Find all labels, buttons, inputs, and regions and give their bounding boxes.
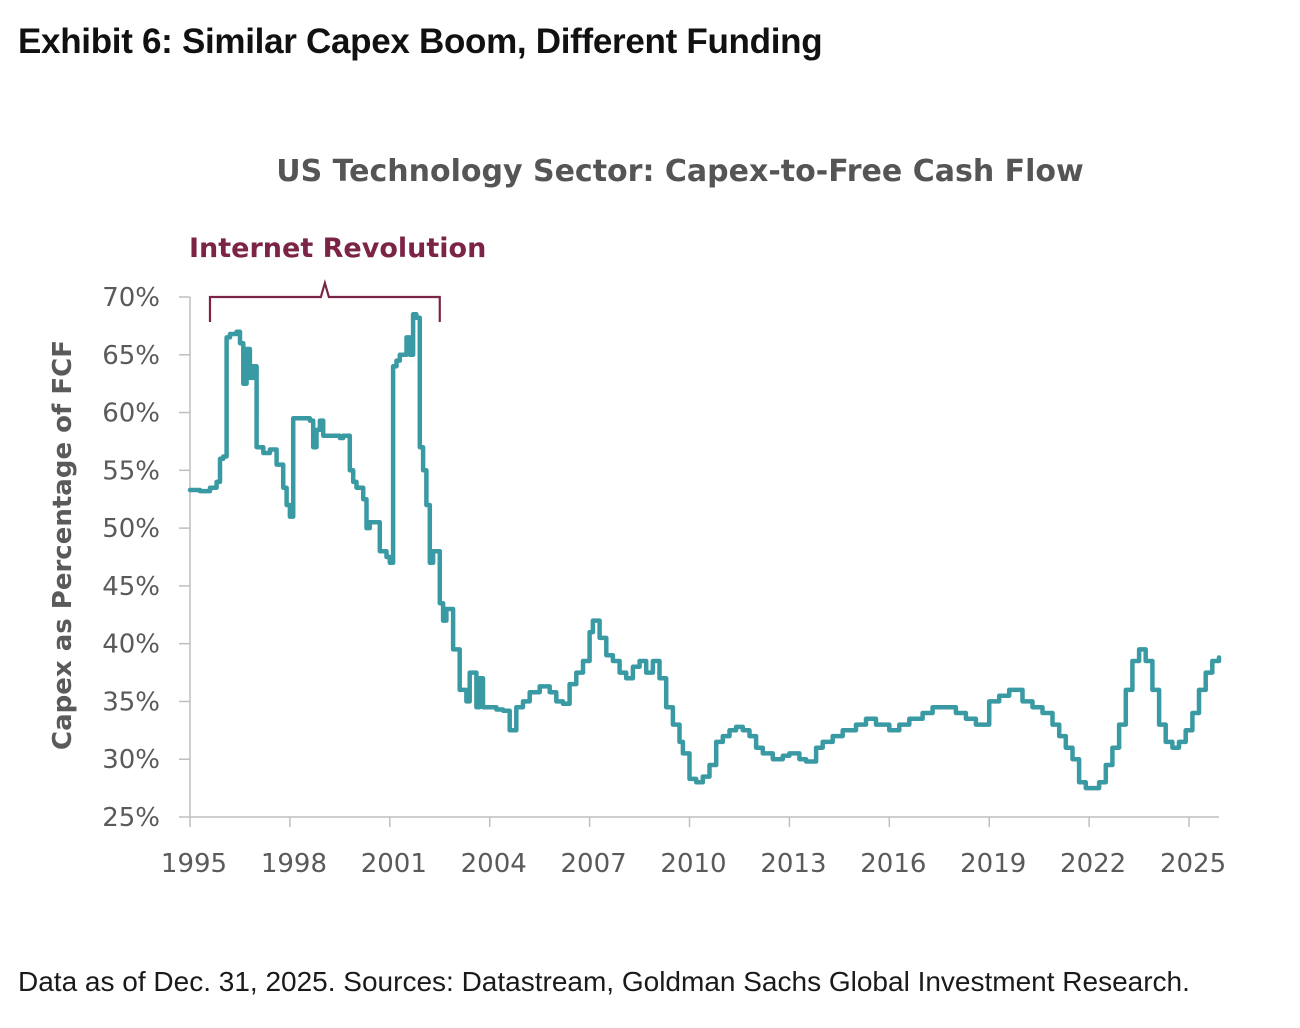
y-tick-label: 65% xyxy=(102,341,160,371)
y-tick-label: 50% xyxy=(102,514,160,544)
y-tick-label: 70% xyxy=(102,283,160,313)
x-tick-label: 1995 xyxy=(161,849,227,879)
exhibit-title: Exhibit 6: Similar Capex Boom, Different… xyxy=(18,22,823,61)
y-tick-label: 40% xyxy=(102,630,160,660)
chart-title: US Technology Sector: Capex-to-Free Cash… xyxy=(276,154,1083,189)
x-tick-label: 2025 xyxy=(1160,849,1226,879)
annotation-label: Internet Revolution xyxy=(189,233,486,264)
x-tick-label: 2007 xyxy=(561,849,627,879)
y-axis-ticks: 25% 30% 35% 40% 45% 50% 55% 60% 65% 70% xyxy=(102,283,190,833)
y-tick-label: 35% xyxy=(102,687,160,717)
y-axis-label: Capex as Percentage of FCF xyxy=(48,340,78,750)
x-tick-label: 2016 xyxy=(860,849,926,879)
y-tick-label: 45% xyxy=(102,572,160,602)
x-tick-label: 2022 xyxy=(1060,849,1126,879)
x-tick-label: 1998 xyxy=(261,849,327,879)
y-tick-label: 55% xyxy=(102,456,160,486)
y-tick-label: 25% xyxy=(102,803,160,833)
internet-revolution-bracket xyxy=(208,278,441,322)
x-tick-label: 2004 xyxy=(461,849,527,879)
x-tick-label: 2019 xyxy=(960,849,1026,879)
source-footnote: Data as of Dec. 31, 2025. Sources: Datas… xyxy=(18,966,1190,997)
annotations: Internet Revolution xyxy=(189,233,486,322)
y-tick-label: 60% xyxy=(102,399,160,429)
x-axis-ticks: 1995 1998 2001 2004 2007 2010 2013 2016 2019 2022… xyxy=(161,817,1226,879)
x-tick-label: 2001 xyxy=(361,849,427,879)
series-line xyxy=(187,312,1222,791)
x-tick-label: 2010 xyxy=(660,849,726,879)
y-tick-label: 30% xyxy=(102,745,160,775)
series-group xyxy=(187,312,1222,791)
x-tick-label: 2013 xyxy=(760,849,826,879)
